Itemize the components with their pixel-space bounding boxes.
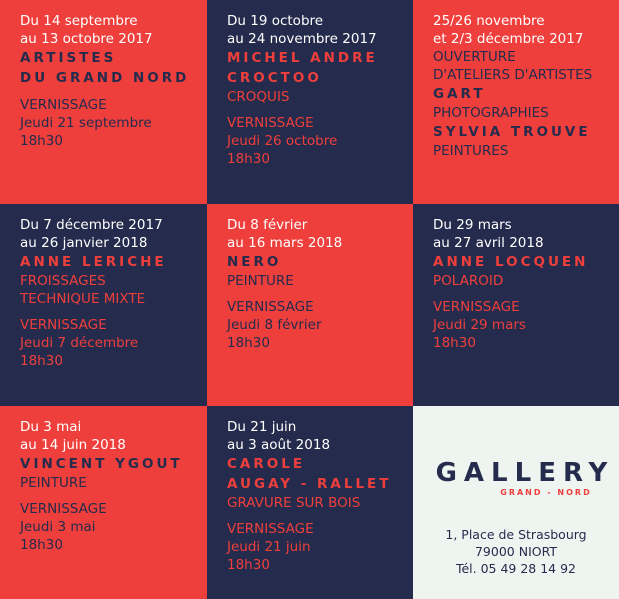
logo-name: GALLERY <box>435 458 615 488</box>
artist-name: DU GRAND NORD <box>20 70 190 86</box>
vernissage-time: 18h30 <box>20 133 63 149</box>
vernissage-date: Jeudi 21 septembre <box>20 115 152 131</box>
address: 1, Place de Strasbourg 79000 NIORT Tél. … <box>413 526 619 577</box>
event-dates: Du 14 septembre <box>20 13 138 29</box>
event-cell: Du 19 octobre au 24 novembre 2017 MICHEL A… <box>207 0 413 204</box>
event-info: PEINTURES <box>433 143 509 159</box>
artist-name: MICHEL ANDRE <box>227 50 378 66</box>
event-dates: Du 7 décembre 2017 <box>20 217 163 233</box>
artist-name: AUGAY - RALLET <box>227 476 392 492</box>
event-dates: au 14 juin 2018 <box>20 437 126 453</box>
vernissage-time: 18h30 <box>20 537 63 553</box>
event-dates: Du 21 juin <box>227 419 297 435</box>
vernissage-label: VERNISSAGE <box>227 521 314 537</box>
vernissage-label: VERNISSAGE <box>227 299 314 315</box>
address-line: 1, Place de Strasbourg <box>445 527 587 542</box>
artist-name: SYLVIA TROUVE <box>433 124 591 140</box>
artist-name: GART <box>433 86 486 102</box>
event-dates: Du 3 mai <box>20 419 82 435</box>
event-dates: au 3 août 2018 <box>227 437 331 453</box>
event-dates: et 2/3 décembre 2017 <box>433 31 584 47</box>
artist-name: ARTISTES <box>20 50 117 66</box>
event-dates: au 16 mars 2018 <box>227 235 343 251</box>
artist-name: NERO <box>227 254 282 270</box>
event-cell: Du 29 mars au 27 avril 2018 ANNE LOCQUEN PO… <box>413 204 619 406</box>
artist-name: CAROLE <box>227 456 306 472</box>
event-cell: Du 8 février au 16 mars 2018 NERO PEINTURE V… <box>207 204 413 406</box>
event-info: PHOTOGRAPHIES <box>433 105 549 121</box>
event-info: TECHNIQUE MIXTE <box>20 291 146 307</box>
address-line: Tél. 05 49 28 14 92 <box>455 561 577 576</box>
vernissage-time: 18h30 <box>227 557 270 573</box>
event-dates: au 27 avril 2018 <box>433 235 544 251</box>
vernissage-label: VERNISSAGE <box>227 115 314 131</box>
event-title: D'ATELIERS D'ARTISTES <box>433 67 593 83</box>
vernissage-date: Jeudi 7 décembre <box>20 335 139 351</box>
vernissage-date: Jeudi 26 octobre <box>227 133 338 149</box>
address-line: 79000 NIORT <box>474 544 558 559</box>
vernissage-date: Jeudi 8 février <box>227 317 322 333</box>
event-cell: Du 21 juin au 3 août 2018 CAROLE AUGAY - RA… <box>207 406 413 599</box>
artist-name: ANNE LOCQUEN <box>433 254 589 270</box>
vernissage-label: VERNISSAGE <box>20 97 107 113</box>
event-title: OUVERTURE <box>433 49 516 65</box>
event-dates: au 26 janvier 2018 <box>20 235 148 251</box>
vernissage-time: 18h30 <box>20 353 63 369</box>
event-dates: 25/26 novembre <box>433 13 545 29</box>
event-dates: Du 8 février <box>227 217 308 233</box>
vernissage-date: Jeudi 21 juin <box>227 539 311 555</box>
vernissage-date: Jeudi 29 mars <box>433 317 526 333</box>
event-dates: Du 19 octobre <box>227 13 324 29</box>
vernissage-label: VERNISSAGE <box>20 501 107 517</box>
vernissage-label: VERNISSAGE <box>20 317 107 333</box>
artist-name: ANNE LERICHE <box>20 254 167 270</box>
vernissage-label: VERNISSAGE <box>433 299 520 315</box>
vernissage-date: Jeudi 3 mai <box>20 519 96 535</box>
artist-name: VINCENT YGOUT <box>20 456 183 472</box>
event-dates: au 13 octobre 2017 <box>20 31 153 47</box>
event-info: PEINTURE <box>20 475 87 491</box>
event-cell: Du 3 mai au 14 juin 2018 VINCENT YGOUT PEIN… <box>0 406 207 599</box>
event-cell: Du 7 décembre 2017 au 26 janvier 2018 ANNE… <box>0 204 207 406</box>
logo-subtitle: GRAND - NORD <box>500 488 592 497</box>
event-cell: Du 14 septembre au 13 octobre 2017 ARTISTE… <box>0 0 207 204</box>
event-info: POLAROID <box>433 273 504 289</box>
artist-name: CROCTOO <box>227 70 322 86</box>
vernissage-time: 18h30 <box>433 335 476 351</box>
vernissage-time: 18h30 <box>227 151 270 167</box>
event-info: CROQUIS <box>227 89 290 105</box>
event-cell: 25/26 novembre et 2/3 décembre 2017 OUVERT… <box>413 0 619 204</box>
event-dates: Du 29 mars <box>433 217 512 233</box>
vernissage-time: 18h30 <box>227 335 270 351</box>
event-info: FROISSAGES <box>20 273 106 289</box>
event-info: GRAVURE SUR BOIS <box>227 495 361 511</box>
event-dates: au 24 novembre 2017 <box>227 31 377 47</box>
gallery-info: GALLERY GRAND - NORD 1, Place de Strasbo… <box>413 406 619 599</box>
event-info: PEINTURE <box>227 273 294 289</box>
